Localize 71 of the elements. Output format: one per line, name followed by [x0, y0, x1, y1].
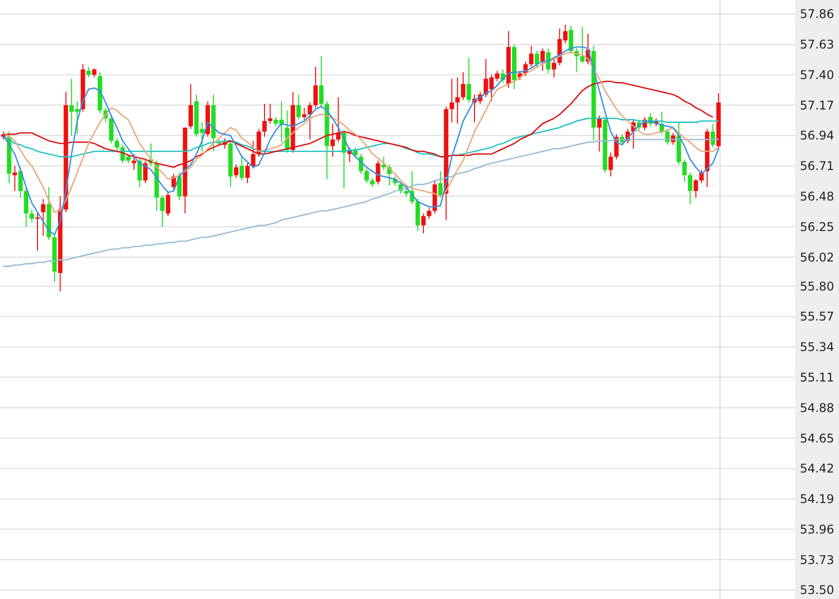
- candlestick: [234, 164, 238, 178]
- candlestick: [710, 123, 716, 148]
- y-tick-label: 54.42: [800, 462, 834, 476]
- candlestick: [160, 194, 165, 228]
- candlestick: [313, 66, 318, 108]
- y-tick-label: 54.19: [800, 492, 834, 506]
- candlestick: [336, 96, 341, 143]
- y-tick-label: 53.73: [800, 552, 834, 567]
- candlestick: [426, 208, 432, 220]
- candlestick: [688, 172, 692, 205]
- candlestick: [262, 103, 267, 138]
- candlestick: [546, 48, 550, 74]
- candlestick: [580, 26, 585, 64]
- candlestick: [308, 102, 312, 140]
- candlestick: [330, 123, 335, 158]
- y-tick-label: 53.50: [800, 583, 834, 598]
- candlestick: [268, 103, 272, 124]
- candlestick: [24, 186, 28, 228]
- candlestick: [132, 154, 136, 170]
- candlestick: [296, 94, 301, 120]
- y-tick-label: 56.94: [800, 128, 834, 143]
- candlestick: [364, 168, 369, 184]
- y-tick-label: 54.65: [800, 431, 834, 446]
- candlestick: [12, 165, 18, 192]
- candlestick: [256, 128, 262, 158]
- candlestick: [694, 178, 698, 198]
- candlestick: [143, 160, 148, 184]
- candlestick: [416, 198, 420, 232]
- candlestick: [302, 107, 306, 120]
- candlestick: [370, 177, 375, 188]
- candlestick: [177, 172, 182, 201]
- candlestick: [608, 152, 613, 177]
- candlestick: [35, 212, 40, 251]
- candlestick: [30, 209, 34, 224]
- line-series: [2, 80, 714, 168]
- y-tick-label: 56.71: [800, 159, 834, 174]
- candlestick: [466, 57, 472, 104]
- y-tick-label: 54.88: [800, 400, 834, 415]
- y-tick-label: 57.86: [800, 7, 834, 22]
- candlestick: [460, 72, 466, 100]
- candlestick: [534, 50, 540, 69]
- candlestick: [529, 45, 534, 68]
- y-tick-label: 56.48: [800, 190, 834, 204]
- candlestick: [250, 140, 256, 170]
- candlestick: [188, 84, 193, 130]
- y-tick-label: 57.63: [800, 38, 834, 52]
- candlestick: [40, 198, 46, 236]
- candlestick: [166, 192, 170, 217]
- candlestick: [86, 66, 91, 78]
- candlestick: [240, 154, 244, 181]
- candlestick: [540, 48, 545, 72]
- y-tick-label: 57.17: [800, 98, 834, 112]
- candlestick: [245, 162, 250, 184]
- candlestick: [455, 76, 460, 124]
- y-tick-label: 55.11: [800, 370, 834, 385]
- candlestick: [421, 212, 426, 234]
- candlestick: [597, 115, 602, 152]
- candlestick: [319, 56, 324, 107]
- candlestick: [552, 58, 556, 78]
- y-tick-label: 53.96: [800, 522, 834, 536]
- candlestick: [137, 158, 142, 188]
- candlestick: [438, 170, 443, 198]
- y-tick-label: 55.57: [800, 310, 834, 324]
- candlestick: [450, 78, 454, 123]
- y-tick-label: 56.25: [800, 220, 834, 234]
- candlestick: [109, 114, 114, 144]
- y-tick-label: 55.80: [800, 279, 834, 294]
- candlestick: [92, 68, 96, 78]
- y-tick-label: 57.40: [800, 68, 834, 82]
- y-tick-label: 55.34: [800, 340, 834, 354]
- y-tick-label: 56.02: [800, 250, 834, 264]
